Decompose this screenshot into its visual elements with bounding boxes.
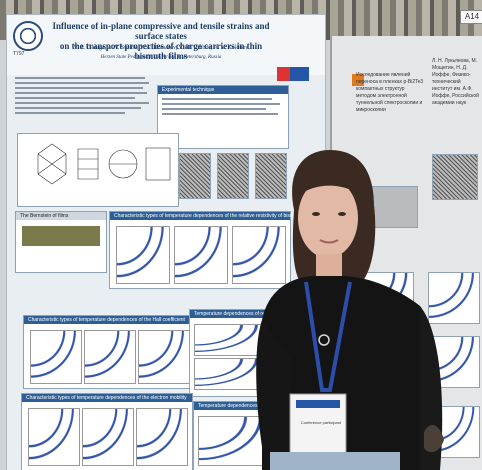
hall-box: Characteristic types of temperature depe… [23, 315, 195, 389]
afm-image-1 [179, 153, 211, 199]
face [298, 178, 358, 258]
resistivity-heading: Temperature dependences of resistivity f… [194, 311, 319, 317]
badge-logo-icon [296, 400, 340, 408]
necklace-pendant-icon [318, 334, 330, 346]
intro-text-column [15, 77, 155, 117]
right-plot-2 [428, 272, 480, 324]
arm-tattoo [424, 425, 444, 453]
structure-figure [17, 133, 179, 207]
poster-header: Influence of in-plane compressive and te… [7, 15, 325, 75]
hall-heading: Characteristic types of temperature depe… [28, 317, 185, 323]
left-eye [312, 212, 320, 216]
afm-image-3 [255, 153, 287, 199]
mobility-heading: Characteristic types of temperature depe… [26, 395, 187, 401]
poster-title-line1: Influence of in-plane compressive and te… [52, 21, 270, 41]
left-sleeve [256, 320, 292, 470]
badge-text: Conference participant [300, 420, 342, 425]
hair-fringe [298, 175, 362, 198]
jeans [270, 452, 400, 470]
poster-title-line2: on the transport properties of charge ca… [59, 41, 263, 61]
mouth [319, 239, 339, 244]
temperature-box: Characteristic types of temperature depe… [109, 211, 313, 289]
university-seal-icon [13, 21, 43, 51]
poster-affiliation: Herzen State Pedagogical University, St.… [100, 55, 222, 60]
experimental-heading: Experimental technique [162, 87, 215, 93]
poster-authors: V. A. Gerega, A. V. Suslov, V. A. Komaro… [73, 45, 249, 51]
resistivity-box: Temperature dependences of resistivity f… [189, 309, 319, 397]
right-poster-authors: Л. Н. Лукьянова, М. Мощетин, Н. Д. Иоффе… [432, 58, 479, 106]
right-poster-title: Исследование явлений переноса в пленках … [356, 72, 424, 113]
conference-logo-icon [277, 67, 309, 81]
temperature-heading: Characteristic types of temperature depe… [114, 213, 313, 219]
formula-heading: The Bernstein of films [20, 213, 69, 219]
afm-image-2 [217, 153, 249, 199]
ioffe-logo-icon [352, 74, 364, 86]
right-eye [338, 212, 346, 216]
mobility-box: Characteristic types of temperature depe… [21, 393, 193, 470]
poster-number-tag: A14 [460, 10, 482, 24]
main-poster: Influence of in-plane compressive and te… [6, 14, 338, 470]
lanyard [304, 281, 352, 392]
right-image-1 [432, 154, 478, 200]
formula-box: The Bernstein of films [15, 211, 107, 273]
poster-title: Influence of in-plane compressive and te… [45, 21, 277, 61]
crystal-structure-diagram [37, 143, 171, 185]
experimental-box: Experimental technique [157, 85, 289, 149]
poster-id: T797 [13, 51, 25, 57]
